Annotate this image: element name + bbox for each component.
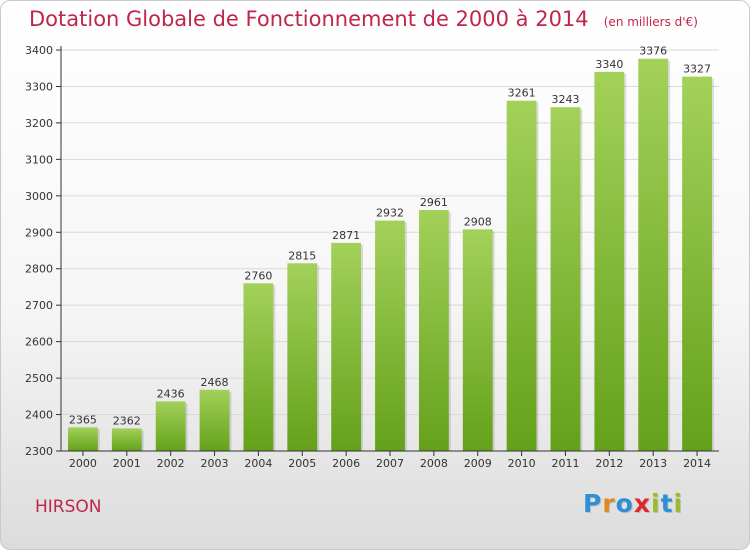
y-tick-label: 3300 (25, 80, 53, 93)
y-tick-label: 2500 (25, 372, 53, 385)
x-tick-label: 2007 (376, 457, 404, 470)
bar-value-label: 2362 (113, 414, 141, 427)
x-tick-label: 2002 (157, 457, 185, 470)
bar-value-label: 3376 (639, 45, 667, 58)
bar (506, 100, 537, 452)
bar (418, 210, 449, 451)
bar (331, 242, 362, 451)
x-tick-label: 2014 (683, 457, 711, 470)
logo-letter: i (651, 489, 661, 518)
x-tick-label: 2004 (244, 457, 272, 470)
y-tick-label: 3200 (25, 117, 53, 130)
x-tick-label: 2013 (639, 457, 667, 470)
bar (155, 401, 186, 451)
x-tick-label: 2005 (288, 457, 316, 470)
chart-subtitle: (en milliers d'€) (603, 15, 698, 29)
bar (68, 427, 98, 451)
bar-layer (68, 58, 714, 452)
proxiti-logo: Proxiti (583, 489, 683, 518)
y-tick-label: 2800 (25, 263, 53, 276)
chart-title: Dotation Globale de Fonctionnement de 20… (29, 7, 589, 31)
x-tick-label: 2003 (201, 457, 229, 470)
axis-layer: 2300 2400 2500 2600 2700 2800 2900 3000 3100 3200… (25, 44, 719, 470)
bar (199, 389, 230, 451)
x-tick-label: 2001 (113, 457, 141, 470)
logo-letter: i (673, 489, 684, 518)
bar-value-label: 3340 (595, 58, 623, 71)
y-tick-label: 2300 (25, 445, 53, 458)
bar (462, 229, 493, 451)
bar-value-label: 2932 (376, 207, 404, 220)
x-tick-label: 2008 (420, 457, 448, 470)
bar-value-label: 3243 (551, 93, 579, 106)
bar-value-label: 2961 (420, 196, 448, 209)
title-block: Dotation Globale de Fonctionnement de 20… (29, 7, 698, 31)
logo-letter: x (633, 489, 651, 518)
bar-value-label: 3261 (508, 87, 536, 100)
bar-value-label: 3327 (683, 63, 711, 76)
y-tick-label: 2900 (25, 226, 53, 239)
place-name: HIRSON (35, 497, 102, 517)
bar (243, 283, 274, 451)
logo-letter: P (583, 489, 603, 518)
logo-letter: r (602, 489, 616, 518)
y-tick-label: 3400 (25, 44, 53, 57)
x-tick-label: 2006 (332, 457, 360, 470)
x-tick-label: 2000 (69, 457, 97, 470)
bar-value-label: 2908 (464, 215, 492, 228)
logo-letter: t (660, 489, 674, 518)
bar (375, 220, 405, 451)
y-tick-label: 2700 (25, 299, 53, 312)
bar-value-label: 2815 (288, 249, 316, 262)
y-tick-label: 3100 (25, 153, 53, 166)
logo-letter: o (615, 489, 634, 518)
bar-value-label: 2436 (157, 387, 185, 400)
bar-value-label: 2468 (201, 376, 229, 389)
bar (682, 76, 712, 451)
bar (111, 428, 142, 451)
label-layer: 2365 2362 2436 2468 2760 2815 2871 2932 2961 2908… (69, 45, 711, 428)
bar-value-label: 2871 (332, 229, 360, 242)
bar (287, 263, 318, 451)
y-tick-label: 2400 (25, 409, 53, 422)
bar (550, 107, 581, 451)
x-tick-label: 2010 (508, 457, 536, 470)
bar (594, 71, 625, 451)
bar (638, 58, 669, 452)
x-tick-label: 2012 (595, 457, 623, 470)
y-tick-label: 3000 (25, 190, 53, 203)
x-tick-label: 2011 (551, 457, 579, 470)
y-tick-label: 2600 (25, 336, 53, 349)
x-tick-label: 2009 (464, 457, 492, 470)
bar-value-label: 2760 (244, 269, 272, 282)
bar-value-label: 2365 (69, 413, 97, 426)
